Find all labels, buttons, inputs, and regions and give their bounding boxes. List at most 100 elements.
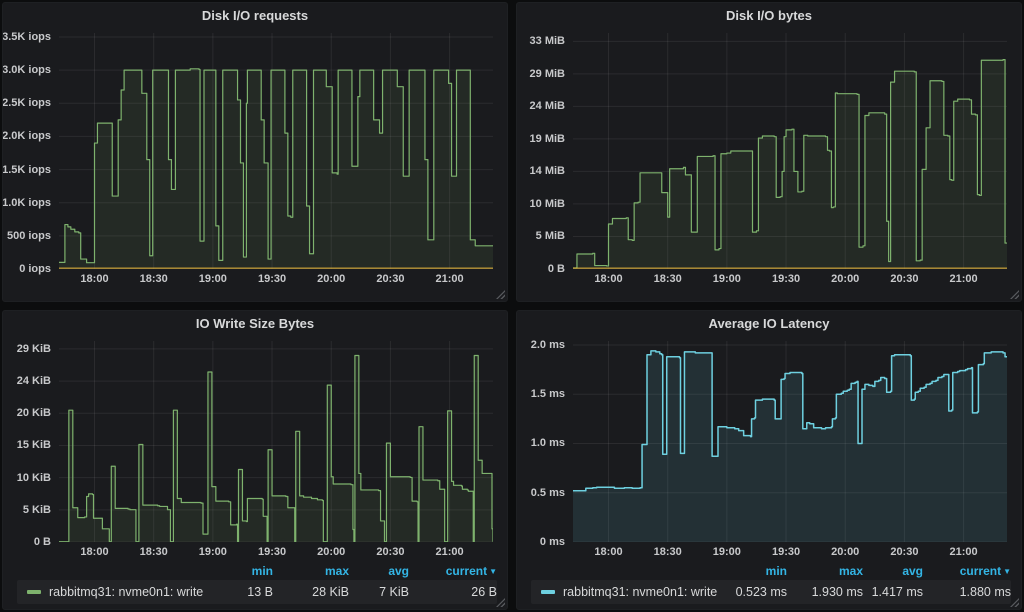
x-tick-label: 18:00: [80, 546, 109, 558]
y-tick-label: 24 MiB: [529, 100, 565, 113]
x-tick-label: 19:00: [198, 273, 227, 285]
series-name[interactable]: rabbitmq31: nvme0n1: write: [563, 585, 718, 599]
y-tick-label: 20 KiB: [16, 407, 51, 420]
legend-sort-current[interactable]: current ▼: [445, 564, 497, 578]
y-tick-label: 1.0K iops: [2, 196, 51, 209]
y-axis: 29 KiB 24 KiB 20 KiB 15 KiB 10 KiB 5 KiB 0 B: [3, 341, 59, 548]
y-tick-label: 10 KiB: [16, 471, 51, 484]
panel-io-write-size-bytes: IO Write Size Bytes 29 KiB 24 KiB 20 KiB 15…: [2, 310, 508, 610]
x-axis: 18:00 18:30 19:00 19:30 20:00 20:30 21:00: [573, 269, 1007, 289]
legend-row: rabbitmq31: nvme0n1: write 13 B 28 KiB 7…: [17, 580, 497, 604]
x-tick-label: 18:30: [139, 273, 168, 285]
x-tick-label: 19:30: [771, 273, 801, 285]
chart-canvas-disk-io-bytes[interactable]: [573, 33, 1007, 269]
x-tick-label: 19:00: [198, 546, 227, 558]
x-tick-label: 19:00: [712, 546, 741, 558]
x-tick-label: 21:00: [949, 546, 978, 558]
panel-disk-io-bytes: Disk I/O bytes 33 MiB 29 MiB 24 MiB 19 MiB 1…: [516, 2, 1022, 302]
x-tick-label: 20:30: [890, 546, 919, 558]
x-tick-label: 19:30: [257, 273, 287, 285]
y-tick-label: 1.0 ms: [530, 437, 565, 450]
y-axis: 33 MiB 29 MiB 24 MiB 19 MiB 14 MiB 10 MiB 5 Mi…: [517, 33, 573, 275]
y-tick-label: 5 KiB: [22, 503, 51, 516]
sort-arrow-icon: ▼: [1003, 567, 1011, 576]
series-swatch: [27, 590, 41, 594]
legend-row: rabbitmq31: nvme0n1: write 0.523 ms 1.93…: [531, 580, 1011, 604]
y-tick-label: 3.0K iops: [2, 64, 51, 77]
chart-canvas-average-io-latency[interactable]: [573, 341, 1007, 542]
y-tick-label: 1.5 ms: [530, 388, 565, 401]
plot-area: 29 KiB 24 KiB 20 KiB 15 KiB 10 KiB 5 KiB 0 B 1…: [3, 337, 507, 562]
legend-header-row: min max avg current ▼: [17, 562, 497, 580]
y-tick-label: 1.5K iops: [2, 163, 51, 176]
x-tick-label: 20:00: [317, 273, 346, 285]
y-tick-label: 2.5K iops: [2, 97, 51, 110]
x-tick-label: 21:00: [435, 273, 464, 285]
x-tick-label: 19:30: [257, 546, 287, 558]
legend-sort-current[interactable]: current ▼: [959, 564, 1011, 578]
x-tick-label: 21:00: [435, 546, 464, 558]
panel-resize-handle[interactable]: [496, 290, 505, 299]
y-tick-label: 10 MiB: [529, 197, 565, 210]
plot-area: 3.5K iops 3.0K iops 2.5K iops 2.0K iops 1.5K…: [3, 29, 507, 289]
legend-header-row: min max avg current ▼: [531, 562, 1011, 580]
legend-sort-min[interactable]: min: [251, 564, 273, 578]
legend-sort-max[interactable]: max: [324, 564, 349, 578]
panel-disk-io-requests: Disk I/O requests 3.5K iops 3.0K iops 2.5K…: [2, 2, 508, 302]
x-tick-label: 18:30: [139, 546, 168, 558]
legend-value-min: 0.523 ms: [735, 585, 787, 599]
x-axis: 18:00 18:30 19:00 19:30 20:00 20:30 21:00: [59, 269, 493, 289]
y-tick-label: 0 B: [547, 263, 565, 275]
y-tick-label: 29 KiB: [16, 342, 51, 355]
y-tick-label: 24 KiB: [16, 375, 51, 388]
y-tick-label: 0 iops: [19, 263, 51, 275]
legend-sort-min[interactable]: min: [765, 564, 787, 578]
panel-resize-handle[interactable]: [496, 598, 505, 607]
panel-title-io-write-size-bytes[interactable]: IO Write Size Bytes: [195, 316, 315, 331]
x-tick-label: 20:00: [317, 546, 346, 558]
legend-value-max: 28 KiB: [312, 585, 349, 599]
y-tick-label: 2.0 ms: [530, 338, 565, 351]
legend-sort-avg[interactable]: avg: [388, 564, 409, 578]
x-tick-label: 20:30: [890, 273, 919, 285]
y-tick-label: 500 iops: [6, 229, 51, 242]
panel-title-disk-io-requests[interactable]: Disk I/O requests: [201, 8, 309, 23]
legend-value-current: 26 B: [471, 585, 497, 599]
y-tick-label: 0 ms: [539, 536, 565, 548]
x-tick-label: 20:30: [376, 546, 405, 558]
sort-arrow-icon: ▼: [489, 567, 497, 576]
legend-value-avg: 1.417 ms: [871, 585, 923, 599]
x-tick-label: 18:00: [80, 273, 109, 285]
x-tick-label: 19:00: [712, 273, 741, 285]
chart-canvas-disk-io-requests[interactable]: [59, 33, 493, 269]
y-tick-label: 19 MiB: [529, 132, 565, 145]
panel-resize-handle[interactable]: [1010, 598, 1019, 607]
y-tick-label: 29 MiB: [529, 67, 565, 80]
panel-title-average-io-latency[interactable]: Average IO Latency: [708, 316, 830, 331]
x-tick-label: 21:00: [949, 273, 978, 285]
legend-sort-avg[interactable]: avg: [902, 564, 923, 578]
x-axis: 18:00 18:30 19:00 19:30 20:00 20:30 21:00: [573, 542, 1007, 562]
y-tick-label: 33 MiB: [529, 35, 565, 48]
y-tick-label: 5 MiB: [535, 230, 565, 243]
plot-area: 2.0 ms 1.5 ms 1.0 ms 0.5 ms 0 ms 18:00 18:30 1…: [517, 337, 1021, 562]
legend-sort-max[interactable]: max: [838, 564, 863, 578]
y-tick-label: 0.5 ms: [530, 486, 565, 499]
panel-title-disk-io-bytes[interactable]: Disk I/O bytes: [726, 8, 812, 23]
y-axis: 3.5K iops 3.0K iops 2.5K iops 2.0K iops 1.5K…: [2, 31, 59, 275]
x-axis: 18:00 18:30 19:00 19:30 20:00 20:30 21:00: [59, 542, 493, 562]
panel-resize-handle[interactable]: [1010, 290, 1019, 299]
legend: min max avg current ▼ rabbitmq31: nvme0n1…: [517, 562, 1021, 609]
chart-canvas-io-write-size-bytes[interactable]: [59, 341, 493, 542]
legend: min max avg current ▼ rabbitmq31: nvme0n1…: [3, 562, 507, 609]
series-name[interactable]: rabbitmq31: nvme0n1: write: [49, 585, 204, 599]
x-tick-label: 19:30: [771, 546, 801, 558]
y-tick-label: 2.0K iops: [2, 130, 51, 143]
x-tick-label: 18:30: [653, 273, 682, 285]
legend-value-avg: 7 KiB: [379, 585, 409, 599]
x-tick-label: 18:00: [594, 546, 623, 558]
series-swatch: [541, 590, 555, 594]
x-tick-label: 20:30: [376, 273, 405, 285]
x-tick-label: 18:00: [594, 273, 623, 285]
